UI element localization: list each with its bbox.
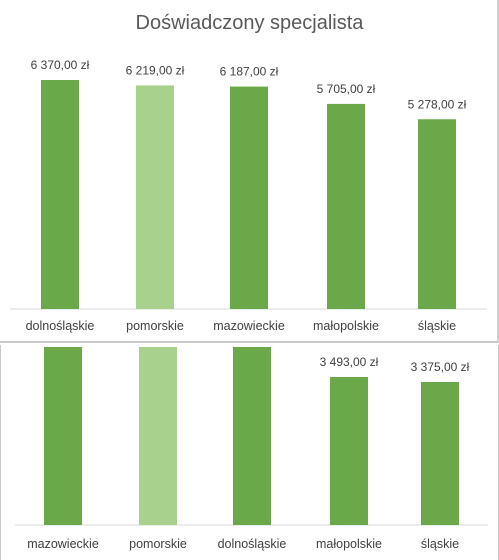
category-label: śląskie [421,537,459,551]
bar [41,80,79,309]
bar [327,103,365,310]
category-label: dolnośląskie [26,319,95,333]
category-label: małopolskie [313,319,379,333]
bar [230,86,268,310]
bar [418,119,456,309]
bar [139,347,177,525]
category-label: mazowieckie [27,537,99,551]
category-label: małopolskie [316,537,382,551]
chart-bottom-plot: mazowieckie pomorskie dolnośląskie 3 493,00… [15,347,488,551]
bar [233,347,271,525]
chart-top-plot: 6 370,00 zł dolnośląskie 6 219,00 zł pomors… [10,58,487,333]
data-label: 5 705,00 zł [317,82,376,96]
bar [44,347,82,525]
data-label: 3 375,00 zł [411,360,470,374]
chart-panel-top: Doświadczony specjalista 6 370,00 zł doln… [0,0,499,343]
chart-title: Doświadczony specjalista [135,12,364,34]
bar [330,377,368,525]
category-label: pomorskie [129,537,187,551]
category-label: pomorskie [126,319,184,333]
data-label: 5 278,00 zł [408,97,467,111]
bar [421,381,459,525]
data-label: 6 370,00 zł [31,58,90,72]
bar [136,85,174,310]
category-label: śląskie [418,319,456,333]
data-label: 6 219,00 zł [126,63,185,77]
data-label: 3 493,00 zł [320,355,379,369]
data-label: 6 187,00 zł [220,65,279,79]
category-label: dolnośląskie [218,537,287,551]
category-label: mazowieckie [213,319,285,333]
chart-panel-bottom: mazowieckie pomorskie dolnośląskie 3 493,00… [0,345,499,560]
